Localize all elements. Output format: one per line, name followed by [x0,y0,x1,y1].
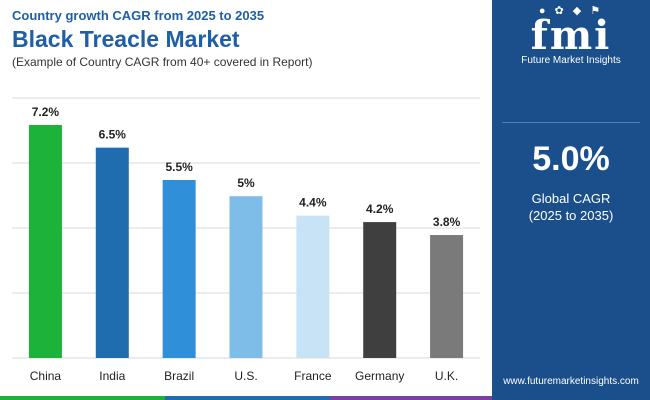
global-cagr-label: Global CAGR (2025 to 2035) [492,190,650,224]
chart-title: Black Treacle Market [12,26,240,52]
data-label: 4.4% [299,196,327,210]
x-tick-label: U.S. [234,369,257,383]
logo: ● ✿ ◆ ⚑ fmi Future Market Insights [492,4,650,68]
logo-icons: ● ✿ ◆ ⚑ [538,5,604,17]
logo-text: fmi [530,12,612,59]
bar-france [296,215,330,358]
bar-brazil [162,180,196,358]
data-label: 6.5% [99,128,127,142]
side-panel: ● ✿ ◆ ⚑ fmi Future Market Insights 5.0% … [492,0,650,400]
bar-uk [430,235,464,358]
x-tick-label: Germany [355,369,404,383]
footer-segment-purple [330,396,492,400]
logo-caption: Future Market Insights [521,55,621,66]
chart-subtitle: Country growth CAGR from 2025 to 2035 [12,8,265,23]
bar-germany [363,222,397,358]
data-label: 5.5% [165,160,193,174]
x-tick-label: China [30,369,62,383]
data-label: 3.8% [433,215,461,229]
global-cagr-label-line2: (2025 to 2035) [528,208,614,223]
x-tick-label: U.K. [435,369,458,383]
footer-color-bar [0,396,492,400]
bar-india [95,147,129,358]
chart-note: (Example of Country CAGR from 40+ covere… [12,55,313,69]
data-label: 4.2% [366,202,394,216]
bar-china [28,125,62,358]
bar-chart: 7.2% China 6.5% India 5.5% Brazil 5% U.S. 4.4% Fr… [12,97,480,383]
footer-segment-blue [165,396,330,400]
data-label: 5% [237,176,255,190]
global-cagr-label-line1: Global CAGR [531,191,611,206]
x-tick-label: India [99,369,125,383]
bar-us [229,196,263,358]
website-link[interactable]: www.futuremarketinsights.com [503,376,639,387]
x-tick-label: France [294,369,332,383]
data-label: 7.2% [32,105,60,119]
global-cagr-value: 5.0% [532,140,610,178]
divider [502,122,640,123]
footer-segment-green [0,396,165,400]
chart-header: Country growth CAGR from 2025 to 2035 Bl… [12,8,312,70]
x-tick-label: Brazil [164,369,194,383]
